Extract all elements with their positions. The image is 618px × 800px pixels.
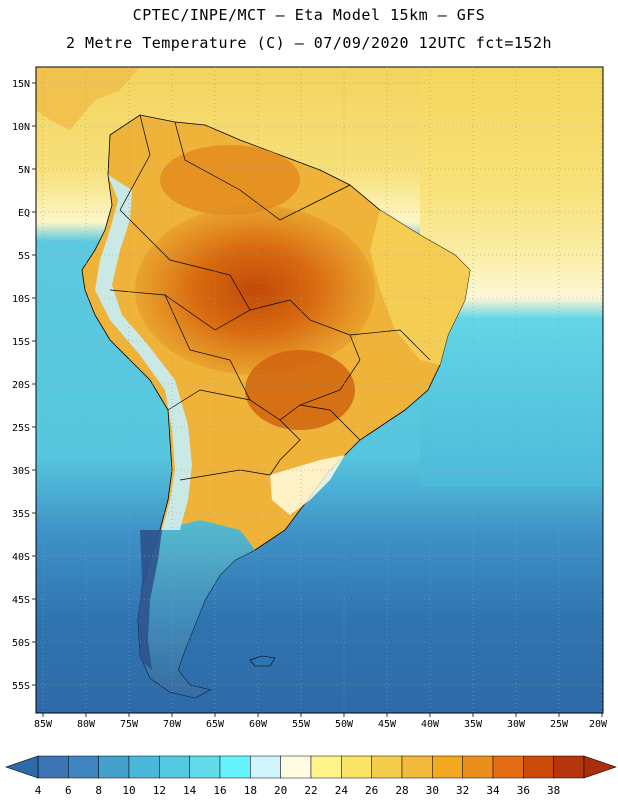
colorbar-label: 4 [35, 784, 42, 797]
axis-ticks [32, 82, 603, 717]
longitude-labels: 85W 80W 75W 70W 65W 60W 55W 50W 45W 40W … [34, 719, 608, 730]
andes-cold [95, 175, 192, 530]
colorbar-label: 22 [304, 784, 317, 797]
colorbar-label: 12 [153, 784, 166, 797]
lat-label: 50S [12, 638, 30, 649]
colorbar-label: 28 [395, 784, 408, 797]
colorbar-box [341, 755, 372, 779]
colorbar-label: 24 [335, 784, 349, 797]
colorbar-box [159, 755, 190, 779]
colorbar-box [250, 755, 281, 779]
lon-label: 35W [464, 719, 483, 730]
colorbar-label: 10 [122, 784, 135, 797]
lat-label: 30S [12, 466, 30, 477]
colorbar-box [553, 755, 585, 779]
hot-core-center [245, 350, 355, 430]
country-borders [109, 114, 431, 481]
colorbar-box [310, 755, 342, 779]
colorbar-label: 26 [365, 784, 378, 797]
lon-label: 45W [378, 719, 397, 730]
patagonia-cool [138, 520, 255, 698]
colorbar-box [492, 755, 524, 779]
lon-label: 55W [292, 719, 311, 730]
colorbar-high-arrow [583, 755, 617, 779]
lat-label: 35S [12, 509, 30, 520]
southern-andes-cold [138, 530, 162, 670]
lon-label: 65W [206, 719, 225, 730]
colorbar-box [401, 755, 433, 779]
colorbar-label: 36 [517, 784, 530, 797]
lat-label: 40S [12, 552, 30, 563]
lat-label: 25S [12, 423, 30, 434]
lat-label: 15N [12, 79, 30, 90]
lat-label: 10S [12, 294, 30, 305]
colorbar-boxes [37, 755, 585, 779]
colorbar-label: 32 [456, 784, 469, 797]
lon-label: 75W [120, 719, 139, 730]
colorbar-box [189, 755, 221, 779]
lon-label: 40W [421, 719, 440, 730]
warm-north [160, 145, 300, 215]
title-line-1: CPTEC/INPE/MCT — Eta Model 15km — GFS [132, 6, 486, 24]
lat-label: 55S [12, 681, 30, 692]
lat-label: 20S [12, 380, 30, 391]
lon-label: 85W [34, 719, 53, 730]
colorbar-low-arrow [5, 755, 39, 779]
lat-label: 5S [18, 251, 30, 262]
colorbar-box [280, 755, 312, 779]
colorbar-label: 18 [244, 784, 257, 797]
colorbar-label: 20 [274, 784, 287, 797]
northeast-mild [370, 210, 470, 365]
colorbar-box [432, 755, 463, 779]
lon-label: 80W [77, 719, 96, 730]
colorbar-box [371, 755, 403, 779]
colorbar-box [68, 755, 99, 779]
colorbar-label: 8 [95, 784, 102, 797]
lon-label: 30W [507, 719, 526, 730]
lat-label: 10N [12, 122, 30, 133]
colorbar-label: 30 [426, 784, 439, 797]
lon-label: 20W [589, 719, 608, 730]
lat-lon-grid [36, 67, 603, 713]
lat-label: EQ [18, 208, 30, 219]
colorbar-label: 6 [65, 784, 72, 797]
lon-label: 60W [249, 719, 268, 730]
colorbar-box [98, 755, 130, 779]
latitude-labels: 15N 10N 5N EQ 5S 10S 15S 20S 25S 30S 35S… [12, 79, 30, 692]
colorbar-box [523, 755, 554, 779]
colorbar-label: 16 [213, 784, 226, 797]
lon-label: 50W [335, 719, 354, 730]
central-america-land [36, 67, 140, 130]
colorbar-labels: 4 6 8 10 12 14 16 18 20 22 24 26 28 30 32 34 36 38 [35, 784, 561, 797]
temperature-map: 15N 10N 5N EQ 5S 10S 15S 20S 25S 30S 35S… [12, 66, 608, 730]
title-line-2: 2 Metre Temperature (C) — 07/09/2020 12U… [65, 34, 553, 52]
lat-label: 15S [12, 337, 30, 348]
colorbar-label: 38 [547, 784, 560, 797]
lat-label: 5N [18, 165, 30, 176]
temperature-colorbar: 4 6 8 10 12 14 16 18 20 22 24 26 28 30 32 34 36 38 [5, 755, 617, 797]
falkland-islands [249, 655, 276, 667]
colorbar-label: 14 [183, 784, 197, 797]
hot-core-amazon [135, 205, 375, 375]
colorbar-box [462, 755, 494, 779]
colorbar-box [37, 755, 69, 779]
lon-label: 70W [163, 719, 182, 730]
lon-label: 25W [550, 719, 569, 730]
colorbar-box [128, 755, 160, 779]
lat-label: 45S [12, 595, 30, 606]
colorbar-box [219, 755, 251, 779]
colorbar-label: 34 [486, 784, 500, 797]
map-frame [35, 66, 604, 714]
